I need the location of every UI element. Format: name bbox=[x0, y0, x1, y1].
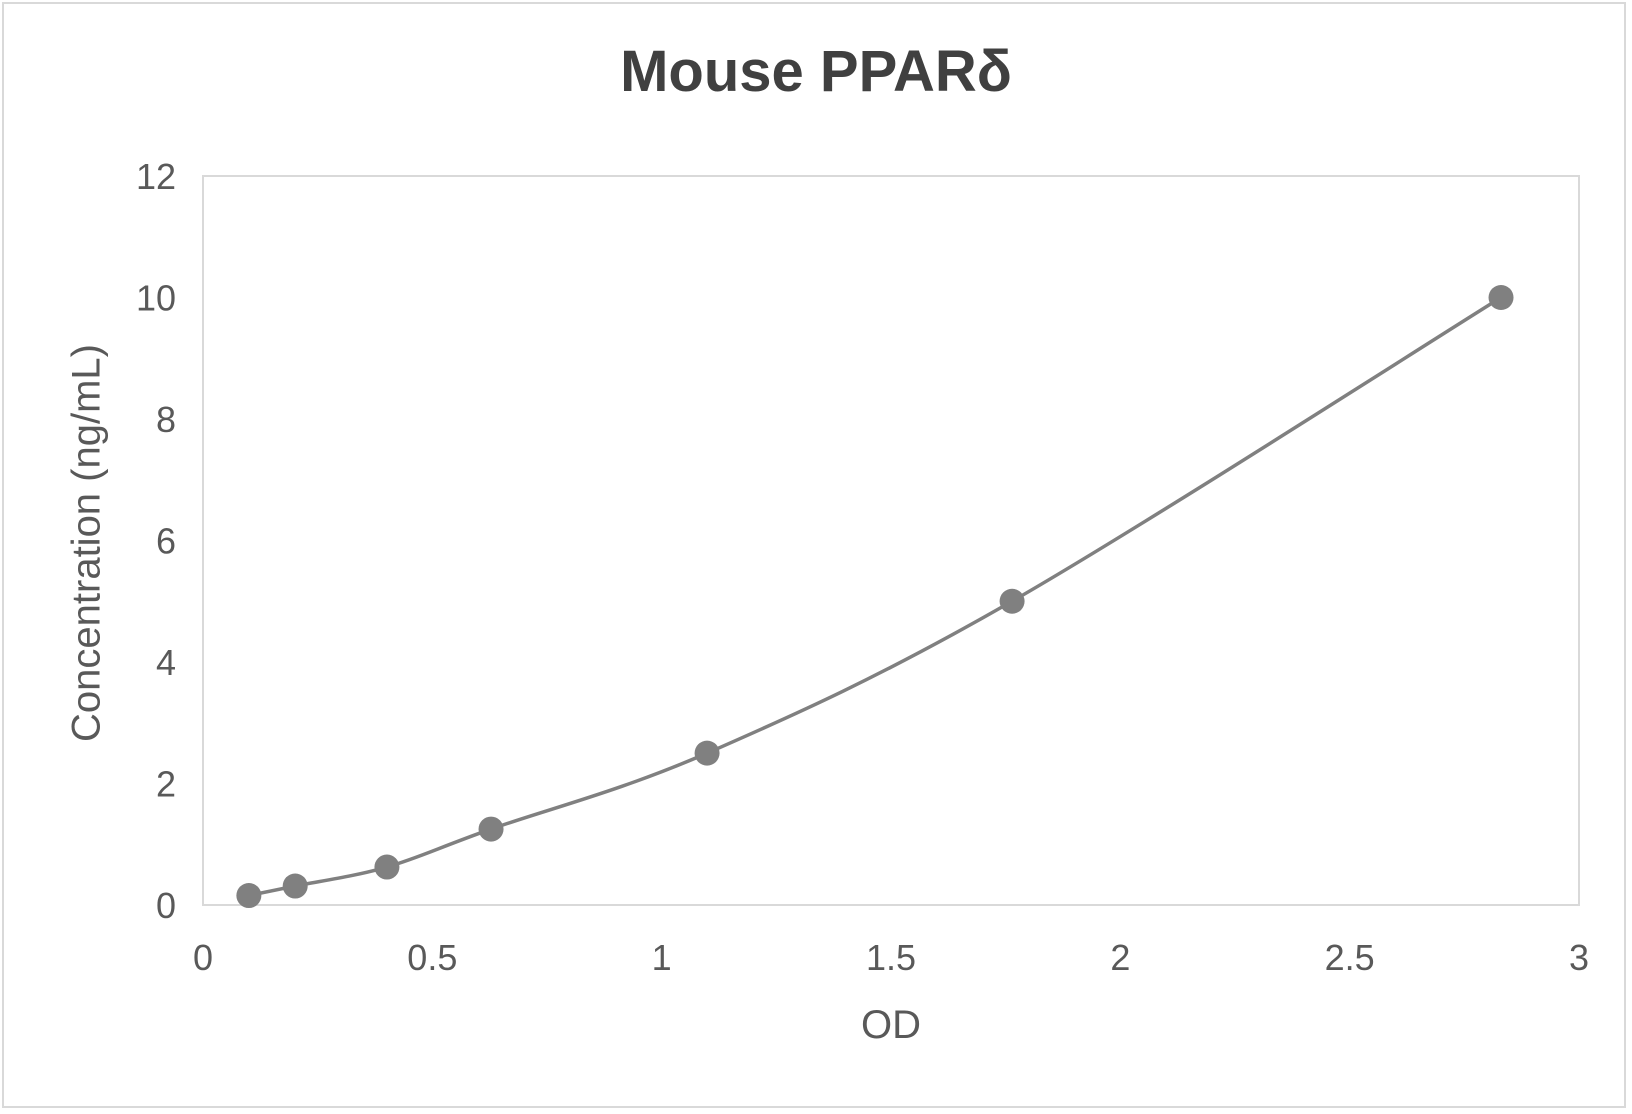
y-tick-label: 2 bbox=[156, 764, 176, 805]
x-tick-label: 0.5 bbox=[407, 937, 457, 978]
chart-title: Mouse PPARδ bbox=[620, 39, 1012, 104]
y-tick-label: 12 bbox=[136, 156, 176, 197]
data-point-marker bbox=[694, 740, 720, 766]
standard-curve-line bbox=[248, 296, 1502, 898]
x-tick-label: 2.5 bbox=[1325, 937, 1375, 978]
y-tick-label: 10 bbox=[136, 278, 176, 319]
x-tick-label: 0 bbox=[193, 937, 213, 978]
x-tick-label: 1 bbox=[652, 937, 672, 978]
x-axis-label: OD bbox=[861, 1003, 921, 1047]
data-point-marker bbox=[282, 873, 308, 899]
data-point-marker bbox=[478, 816, 504, 842]
x-axis-ticks: 0 0.5 1 1.5 2 2.5 3 bbox=[193, 937, 1589, 978]
x-tick-label: 2 bbox=[1110, 937, 1130, 978]
x-tick-label: 1.5 bbox=[866, 937, 916, 978]
y-axis-ticks: 0 2 4 6 8 10 12 bbox=[136, 156, 176, 926]
plot-border bbox=[202, 175, 1580, 906]
y-tick-label: 4 bbox=[156, 642, 176, 683]
data-markers bbox=[236, 285, 1514, 909]
data-point-marker bbox=[999, 588, 1025, 614]
y-tick-label: 6 bbox=[156, 521, 176, 562]
data-point-marker bbox=[374, 854, 400, 880]
y-tick-label: 0 bbox=[156, 885, 176, 926]
data-point-marker bbox=[236, 883, 262, 909]
y-tick-label: 8 bbox=[156, 399, 176, 440]
x-tick-label: 3 bbox=[1569, 937, 1589, 978]
data-point-marker bbox=[1488, 285, 1514, 310]
